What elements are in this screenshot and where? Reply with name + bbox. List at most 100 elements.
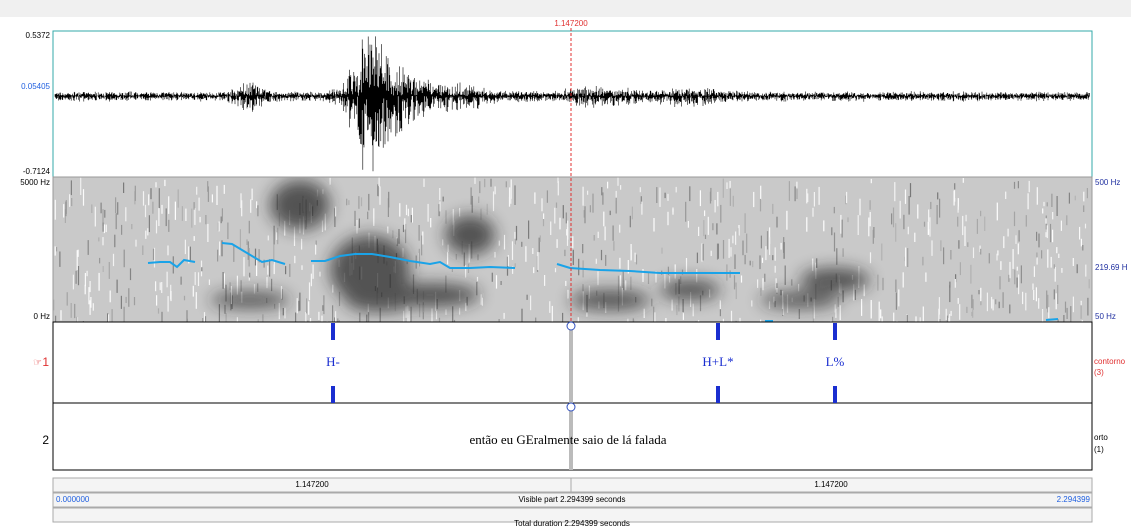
spectrogram-streak (153, 249, 154, 260)
spectrogram-streak (895, 223, 896, 242)
spectrogram-streak (330, 178, 331, 185)
spectrogram-streak (504, 313, 505, 319)
spectrogram-streak (741, 276, 742, 283)
spectrogram-streak (150, 188, 151, 199)
spectrogram-streak (530, 296, 531, 311)
point-label[interactable]: L% (826, 354, 845, 369)
tier-number[interactable]: 2 (42, 433, 49, 447)
spectrogram-streak (1067, 308, 1068, 319)
spectrogram-streak (59, 252, 60, 267)
spectrogram-streak (745, 255, 746, 264)
spectrogram-streak (733, 196, 734, 207)
spectrogram-streak (653, 218, 654, 232)
point-label[interactable]: H- (326, 354, 340, 369)
spectrogram-streak (1048, 307, 1049, 318)
spectrogram-streak (762, 258, 763, 263)
spectrogram-streak (630, 216, 631, 228)
spectrogram-streak (958, 207, 959, 213)
spectrogram-streak (156, 295, 157, 305)
spectrogram-streak (971, 295, 972, 309)
spectrogram-streak (131, 224, 132, 229)
spectrogram-streak (1073, 258, 1074, 266)
spectrogram-streak (156, 220, 157, 233)
point-label[interactable]: H+L* (702, 354, 733, 369)
spectrogram-streak (88, 240, 89, 255)
spectrogram-streak (478, 197, 479, 204)
spectrogram-streak (490, 179, 491, 187)
spectrogram-streak (185, 209, 186, 221)
spectrogram-streak (651, 299, 652, 307)
spectrogram-streak (799, 309, 800, 319)
spectrogram-streak (199, 198, 200, 211)
spectrogram-streak (465, 303, 466, 311)
spectrogram-streak (348, 200, 349, 205)
spectrogram-streak (533, 267, 534, 273)
interval-label[interactable]: então eu GEralmente saio de lá falada (469, 432, 666, 447)
spectrogram-streak (1042, 208, 1043, 213)
spectrogram-streak (1056, 293, 1057, 309)
spectrogram-streak (1052, 230, 1053, 243)
spectrogram-streak (767, 231, 768, 249)
spectrogram-streak (207, 181, 208, 192)
spectrogram-streak (620, 275, 621, 286)
spectrogram-streak (110, 291, 111, 303)
spectrogram-streak (388, 192, 389, 208)
spectrogram-streak (984, 217, 985, 231)
spectrogram-streak (750, 261, 751, 266)
spectrogram-streak (155, 182, 156, 187)
spectrogram-streak (578, 259, 579, 276)
spectrogram-streak (1045, 232, 1046, 237)
spectrogram-streak (957, 217, 958, 227)
spectrogram-streak (989, 253, 990, 263)
spectrogram-streak (378, 186, 379, 196)
spectrogram-streak (723, 179, 724, 198)
spectrogram-streak (456, 254, 457, 260)
wave-max: 0.5372 (26, 31, 51, 40)
spectrogram-streak (697, 253, 698, 264)
spectrogram-streak (951, 311, 952, 316)
spectrogram-streak (1009, 262, 1010, 278)
spectrogram-streak (525, 246, 526, 262)
spectrogram-streak (91, 204, 92, 213)
spectrogram-streak (195, 272, 196, 285)
spectrogram-streak (1047, 249, 1048, 267)
spectrogram-streak (113, 254, 114, 266)
spectrogram-streak (537, 252, 538, 270)
spectrogram-streak (315, 245, 316, 255)
spectrogram-streak (950, 250, 951, 260)
spectrogram-streak (734, 254, 735, 269)
spectrogram-streak (515, 263, 516, 267)
spectrogram-streak (501, 281, 502, 285)
spectrogram-streak (667, 194, 668, 201)
waveform-panel (53, 31, 1092, 177)
spectrogram-streak (398, 229, 399, 244)
spectrogram-streak (980, 288, 981, 301)
spectrogram-streak (698, 227, 699, 236)
spectrogram-streak (1050, 224, 1051, 242)
spectrogram-streak (124, 307, 125, 323)
spectrogram-streak (625, 280, 626, 290)
spectrogram-streak (991, 297, 992, 309)
spectrogram-streak (155, 281, 156, 291)
spectrogram-streak (605, 255, 606, 266)
tier-number[interactable]: 1 (42, 355, 49, 369)
spectrogram-streak (1032, 284, 1033, 290)
spectrogram-streak (423, 179, 424, 187)
spectrogram-streak (224, 185, 225, 194)
spectrogram-streak (923, 307, 924, 322)
spectrogram-streak (85, 273, 86, 286)
spectrogram-streak (1057, 285, 1058, 304)
spectrogram-streak (972, 310, 973, 318)
spectrogram-streak (925, 273, 926, 282)
spectrogram-streak (967, 242, 968, 247)
pitch-bottom: 50 Hz (1095, 312, 1116, 321)
spectrogram-streak (124, 250, 125, 268)
spectrogram-streak (313, 265, 314, 279)
spectrogram-streak (806, 217, 807, 232)
spectrogram-streak (237, 317, 238, 321)
spectrogram-streak (1038, 234, 1039, 248)
spectrogram-streak (881, 244, 882, 261)
spectrogram-streak (419, 249, 420, 267)
spectrogram-streak (379, 186, 380, 204)
spectrogram-streak (1085, 224, 1086, 229)
